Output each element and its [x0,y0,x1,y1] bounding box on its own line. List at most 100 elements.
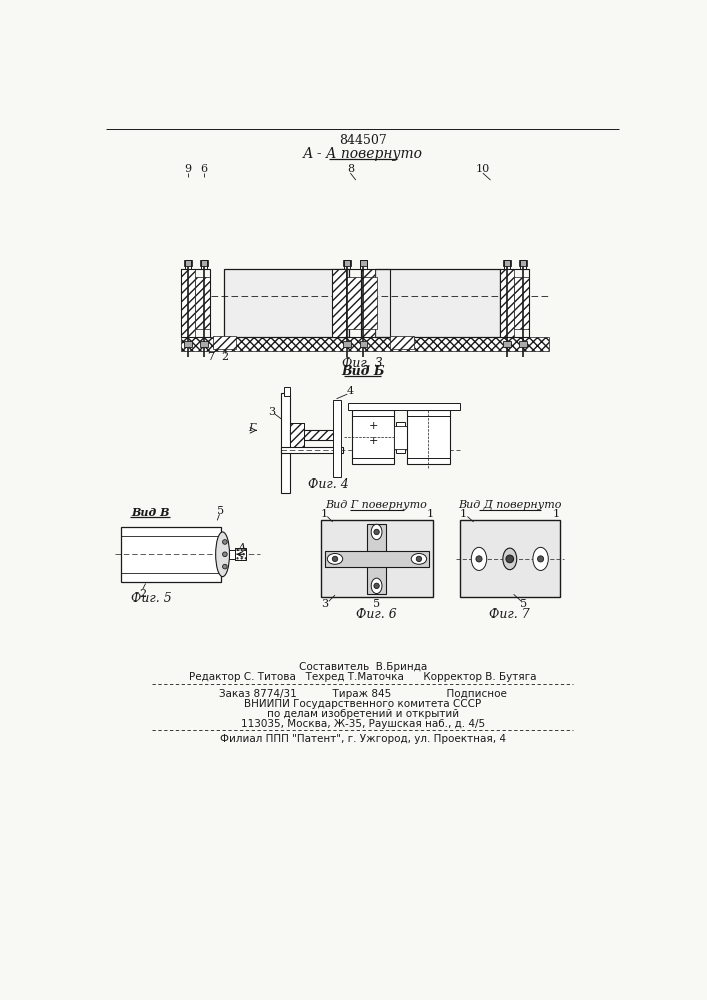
Bar [224,269,349,337]
Text: 6: 6 [201,164,208,174]
Bar [229,550,246,559]
Bar [291,430,337,440]
Bar [184,341,192,347]
Bar [214,336,236,349]
Bar [361,277,377,329]
Bar [200,260,208,266]
Circle shape [374,583,379,589]
Bar [121,527,221,582]
Bar [195,277,210,329]
Text: Заказ 8774/31           Тираж 845                 Подписное: Заказ 8774/31 Тираж 845 Подписное [218,689,507,699]
Text: 1: 1 [321,509,328,519]
Bar [184,260,192,266]
Text: 3: 3 [322,599,329,609]
Bar [503,341,510,347]
Ellipse shape [216,532,230,577]
Bar [281,447,343,453]
Bar [407,410,450,464]
Text: 3: 3 [268,407,276,417]
Bar [500,269,529,337]
Bar [503,260,510,266]
Text: 5: 5 [520,599,527,609]
Text: 8: 8 [347,164,354,174]
Circle shape [332,556,338,562]
Bar [181,269,195,337]
Text: +: + [369,421,378,431]
Text: 5: 5 [218,506,225,516]
Bar [503,260,510,269]
Bar [325,551,429,567]
Bar [181,269,210,337]
Text: 1: 1 [460,509,467,519]
Text: 2: 2 [221,352,228,362]
Ellipse shape [533,547,549,570]
Bar [460,520,560,597]
Text: 4: 4 [347,386,354,396]
Bar [284,387,290,396]
Text: 1: 1 [426,509,433,519]
Bar [201,260,207,269]
Bar [235,548,246,560]
Bar [368,524,386,594]
Bar [519,341,527,347]
Text: 113035, Москва, Ж-35, Раушская наб., д. 4/5: 113035, Москва, Ж-35, Раушская наб., д. … [240,719,485,729]
Bar [514,277,529,329]
Text: Фиг. 3: Фиг. 3 [342,357,383,370]
Bar [360,341,368,347]
Bar [332,269,346,337]
Ellipse shape [472,547,486,570]
Text: 844507: 844507 [339,134,387,147]
Bar [394,426,407,449]
Bar [519,260,527,266]
Bar [348,403,460,410]
Text: 9: 9 [185,164,192,174]
Bar [344,260,351,266]
Circle shape [223,564,227,569]
Text: 2: 2 [139,589,146,599]
Text: Вид Г повернуто: Вид Г повернуто [326,500,428,510]
Bar [181,337,549,351]
Bar [361,269,390,337]
Text: Филиал ППП "Патент", г. Ужгород, ул. Проектная, 4: Филиал ППП "Патент", г. Ужгород, ул. Про… [220,734,506,744]
Text: 10: 10 [476,164,490,174]
Text: +: + [369,436,378,446]
Bar [520,260,526,269]
Bar [291,430,337,440]
Bar [361,260,366,269]
Text: Г: Г [248,423,255,433]
Bar [390,336,414,349]
Text: Фиг. 7: Фиг. 7 [489,608,530,621]
Text: 7: 7 [208,352,214,362]
Bar [346,277,361,329]
Bar [500,269,514,337]
Bar [375,269,500,337]
Bar [352,410,395,464]
Bar [360,260,368,266]
Circle shape [223,552,227,557]
Circle shape [374,529,379,535]
Bar [321,520,433,597]
Text: А - А повернуто: А - А повернуто [303,147,423,161]
Circle shape [537,556,544,562]
Text: Фиг. 6: Фиг. 6 [356,608,397,621]
Circle shape [506,555,514,563]
Text: Составитель  В.Бринда: Составитель В.Бринда [298,662,427,672]
Text: ВНИИПИ Государственного комитета СССР: ВНИИПИ Государственного комитета СССР [244,699,481,709]
Bar [344,260,351,269]
Text: А: А [238,543,246,553]
Bar [185,260,191,269]
Text: Фиг. 4: Фиг. 4 [308,478,349,491]
Bar [361,269,375,337]
Bar [332,269,361,337]
Ellipse shape [371,578,382,594]
Bar [334,400,341,477]
Text: Вид Б: Вид Б [341,365,385,378]
Bar [291,423,304,447]
Text: 1: 1 [552,509,559,519]
Ellipse shape [371,524,382,540]
Ellipse shape [503,548,517,570]
Text: 5: 5 [373,599,380,609]
Text: Вид В: Вид В [131,507,170,518]
Bar [235,548,246,560]
Text: Вид Д повернуто: Вид Д повернуто [458,500,561,510]
